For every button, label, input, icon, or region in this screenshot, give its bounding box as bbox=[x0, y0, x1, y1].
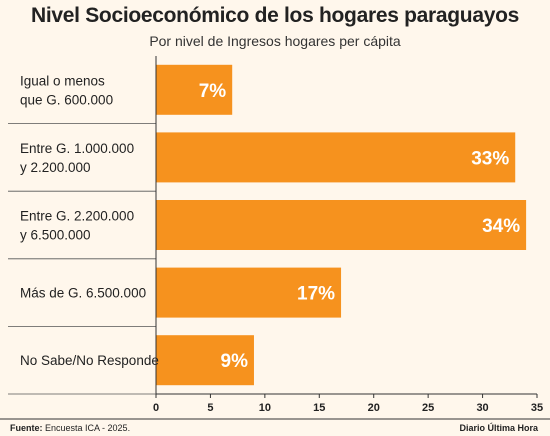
source-label: Fuente: bbox=[10, 423, 43, 433]
x-tick-label: 30 bbox=[476, 402, 488, 414]
category-label-line: No Sabe/No Responde bbox=[20, 353, 159, 368]
category-label-line: y 6.500.000 bbox=[20, 228, 91, 243]
data-label: 17% bbox=[297, 284, 335, 305]
footer-brand: Diario Última Hora bbox=[459, 423, 538, 433]
chart-subtitle: Por nivel de Ingresos hogares per cápita bbox=[149, 33, 401, 49]
source-text: Encuesta ICA - 2025. bbox=[45, 423, 131, 433]
bar bbox=[156, 267, 342, 318]
x-tick-label: 25 bbox=[422, 402, 434, 414]
bar bbox=[156, 132, 516, 183]
x-tick-label: 15 bbox=[313, 402, 325, 414]
chart-title: Nivel Socioeconómico de los hogares para… bbox=[30, 4, 520, 27]
footer-source: Fuente: Encuesta ICA - 2025. bbox=[10, 423, 130, 433]
category-label-line: y 2.200.000 bbox=[20, 160, 91, 175]
data-label: 34% bbox=[482, 216, 520, 237]
data-label: 7% bbox=[199, 81, 227, 102]
category-label-line: Igual o menos bbox=[20, 73, 105, 88]
x-tick-label: 35 bbox=[531, 402, 543, 414]
category-label-line: Más de G. 6.500.000 bbox=[20, 286, 146, 301]
category-label: No Sabe/No Responde bbox=[20, 353, 159, 368]
bar bbox=[156, 64, 233, 115]
category-label: Más de G. 6.500.000 bbox=[20, 286, 146, 301]
category-label-line: Entre G. 2.200.000 bbox=[20, 209, 134, 224]
data-label: 33% bbox=[471, 148, 509, 169]
x-tick-label: 0 bbox=[153, 402, 159, 414]
data-label: 9% bbox=[221, 351, 249, 372]
x-tick-label: 20 bbox=[368, 402, 380, 414]
category-label-line: que G. 600.000 bbox=[20, 92, 113, 107]
category-label: Igual o menos que G. 600.000 bbox=[20, 73, 113, 107]
category-label: Entre G. 2.200.000 y 6.500.000 bbox=[20, 209, 134, 243]
x-tick-label: 5 bbox=[207, 402, 213, 414]
bar bbox=[156, 335, 254, 386]
bar bbox=[156, 200, 527, 250]
category-label: Entre G. 1.000.000 y 2.200.000 bbox=[20, 141, 134, 175]
category-label-line: Entre G. 1.000.000 bbox=[20, 141, 134, 156]
x-tick-label: 10 bbox=[259, 402, 271, 414]
